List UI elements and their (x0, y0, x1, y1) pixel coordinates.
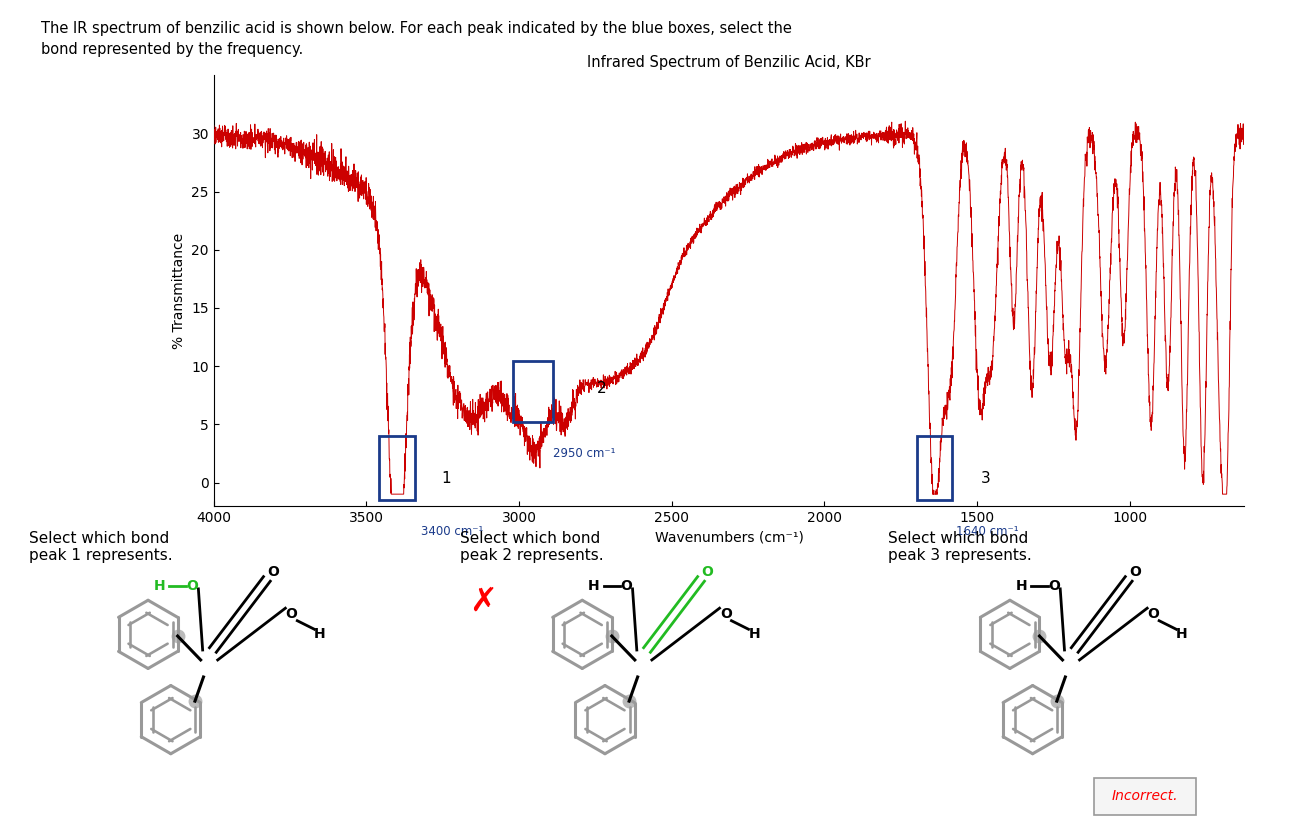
FancyBboxPatch shape (1094, 777, 1196, 815)
Text: Select which bond
peak 3 represents.: Select which bond peak 3 represents. (888, 531, 1032, 563)
Text: H: H (748, 627, 759, 641)
Text: O: O (187, 579, 198, 593)
Text: O: O (1048, 579, 1060, 593)
Text: 3400 cm⁻¹: 3400 cm⁻¹ (421, 525, 483, 538)
Text: bond represented by the frequency.: bond represented by the frequency. (41, 42, 303, 57)
Text: O: O (285, 608, 298, 621)
Y-axis label: % Transmittance: % Transmittance (172, 232, 185, 349)
Text: O: O (701, 565, 713, 579)
Text: 3: 3 (981, 471, 990, 486)
Bar (513, 361, 552, 422)
Text: 2: 2 (597, 381, 607, 396)
Text: H: H (1016, 579, 1028, 593)
Text: H: H (1175, 627, 1187, 641)
Text: 1640 cm⁻¹: 1640 cm⁻¹ (956, 525, 1019, 538)
Text: Incorrect.: Incorrect. (1112, 789, 1178, 803)
Bar (916, 436, 951, 500)
Text: H: H (588, 579, 600, 593)
Text: O: O (621, 579, 632, 593)
Text: The IR spectrum of benzilic acid is shown below. For each peak indicated by the : The IR spectrum of benzilic acid is show… (41, 21, 792, 36)
Text: O: O (719, 608, 732, 621)
X-axis label: Wavenumbers (cm⁻¹): Wavenumbers (cm⁻¹) (654, 530, 804, 544)
Text: O: O (1129, 565, 1140, 579)
Text: Select which bond
peak 2 represents.: Select which bond peak 2 represents. (460, 531, 604, 563)
Text: H: H (314, 627, 325, 641)
Bar (378, 436, 415, 500)
Text: H: H (154, 579, 166, 593)
Text: Select which bond
peak 1 represents.: Select which bond peak 1 represents. (29, 531, 172, 563)
Text: 2950 cm⁻¹: 2950 cm⁻¹ (552, 447, 616, 460)
Title: Infrared Spectrum of Benzilic Acid, KBr: Infrared Spectrum of Benzilic Acid, KBr (587, 55, 871, 70)
Text: O: O (1147, 608, 1160, 621)
Text: O: O (267, 565, 279, 579)
Text: ✗: ✗ (469, 585, 498, 618)
Text: 1: 1 (441, 471, 451, 486)
